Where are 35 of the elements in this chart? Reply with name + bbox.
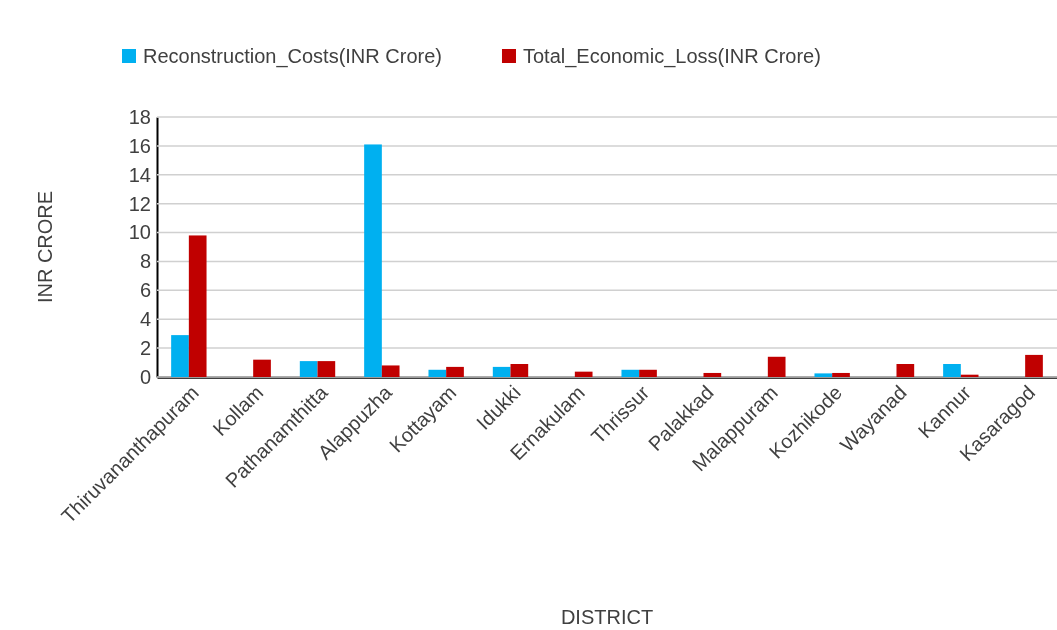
bar [253,359,271,377]
y-tick-label: 4 [139,308,151,331]
bar [171,335,189,377]
bar [381,365,400,377]
y-tick-label: 16 [128,134,151,157]
bar [299,361,318,377]
bar [188,235,207,377]
bar [621,369,640,377]
y-tick-label: 10 [128,221,151,244]
y-tick-label: 6 [139,279,151,302]
y-axis-title: INR CRORE [34,190,56,304]
bar [446,366,464,377]
legend-label: Reconstruction_Costs(INR Crore) [143,45,442,68]
y-tick-label: 14 [128,163,151,186]
bar [639,369,657,377]
bar [896,364,915,377]
bar [492,366,511,377]
y-tick-label: 0 [139,365,151,388]
bar [814,373,833,377]
y-tick-label: 8 [139,250,151,273]
x-axis-title: DISTRICT [560,606,654,628]
y-tick-label: 2 [139,337,151,360]
bar [1025,354,1043,377]
bar [767,356,786,377]
bar [510,364,529,377]
legend-label: Total_Economic_Loss(INR Crore) [522,45,821,68]
bar [428,369,447,377]
y-tick-label: 12 [128,192,151,215]
bar [364,144,382,377]
bar [703,372,722,377]
bar [574,371,593,377]
y-tick-label: 18 [128,105,151,128]
bar [943,364,961,377]
bar [317,361,336,377]
bar [832,372,850,377]
